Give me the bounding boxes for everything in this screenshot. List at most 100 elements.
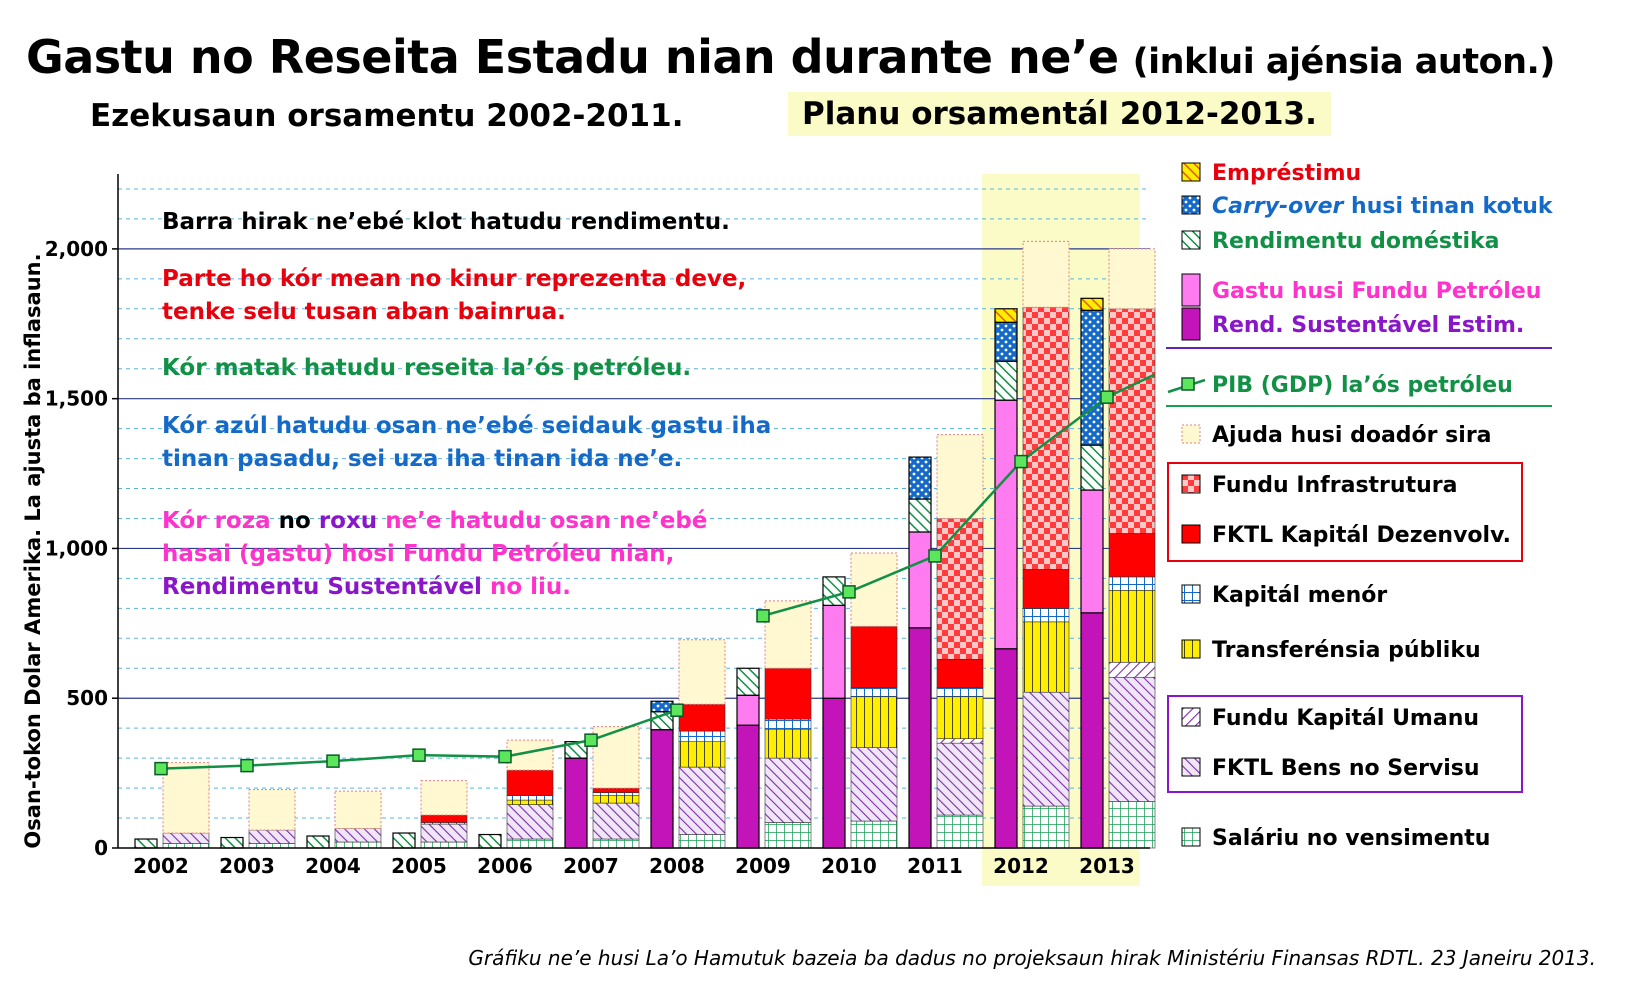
bar-revenue-solid-magenta-2009: [736, 724, 760, 849]
x-tick-label-2002: 2002: [133, 854, 189, 878]
bar-revenue-blue-dots-2008: [650, 700, 674, 713]
bar-expenditure-grid-green-2007: [592, 838, 640, 849]
annotation-and-word: no: [270, 508, 319, 534]
legend-label-solid-magenta: Rend. Sustentável Estim.: [1212, 313, 1524, 338]
bar-expenditure-solid-red-2013: [1108, 533, 1156, 578]
bar-expenditure-yellow-dots-2013: [1108, 590, 1156, 663]
bar-expenditure-hatch-purple-2002: [162, 832, 210, 844]
gdp-point-2012: [1014, 454, 1028, 469]
annotation-esi-tail: no liu.: [481, 574, 572, 600]
bar-expenditure-yellow-dots-2010: [850, 696, 898, 748]
legend-swatch-solid-magenta: [1181, 307, 1201, 341]
annotation-pink-word: Kór roza: [162, 508, 271, 534]
annotation-carryover-1: Kór azúl hatudu osan ne’ebé seidauk gast…: [162, 413, 772, 439]
legend-swatch-hatch-green: [1181, 230, 1201, 250]
legend-swatch-yellow-stripes: [1181, 162, 1201, 182]
bar-expenditure-solid-red-2011: [936, 658, 984, 689]
bar-expenditure-hatch-purple-2003: [248, 829, 296, 844]
bar-revenue-hatch-green-2003: [220, 836, 244, 849]
gdp-point-2003: [240, 758, 254, 773]
bar-expenditure-yellow-dots-2012: [1022, 621, 1070, 693]
bar-expenditure-hatch-purple-light-2013: [1108, 661, 1156, 678]
bar-expenditure-solid-red-2010: [850, 626, 898, 689]
gdp-point-2008: [670, 703, 684, 717]
annotation-carryover-2: tinan pasadu, sei uza iha tinan ida ne’e…: [162, 446, 683, 472]
bar-expenditure-cream-2010: [850, 552, 898, 627]
bar-expenditure-yellow-dots-2011: [936, 696, 984, 739]
bar-expenditure-red-check-2012: [1022, 307, 1070, 570]
bar-revenue-hatch-green-2002: [134, 838, 158, 849]
legend-box-human-capital: [1167, 695, 1523, 793]
bar-revenue-hatch-green-2006: [478, 833, 502, 849]
bar-revenue-hatch-green-2004: [306, 835, 330, 849]
annotation-pink-tail: ne’e hatudu osan ne’ebé: [377, 508, 708, 534]
bar-expenditure-blue-grid-2006: [506, 795, 554, 801]
bar-revenue-blue-dots-2013: [1080, 309, 1104, 446]
annotation-petroleum-2: hasai (gastu) hosi Fundu Petróleu nian,: [162, 541, 675, 567]
bar-expenditure-solid-red-2007: [592, 787, 640, 793]
bar-revenue-solid-pink-2013: [1080, 489, 1104, 614]
legend-label-blue-grid: Kapitál menór: [1212, 583, 1387, 608]
bar-expenditure-yellow-dots-2009: [764, 729, 812, 759]
annotation-revenue-bars: Barra hirak ne’ebé klot hatudu rendiment…: [162, 209, 730, 235]
bar-expenditure-grid-green-2006: [506, 838, 554, 849]
bar-expenditure-grid-green-2004: [334, 841, 382, 849]
x-tick-label-2010: 2010: [821, 854, 877, 878]
bar-revenue-hatch-green-2012: [994, 360, 1018, 401]
bar-revenue-solid-magenta-2011: [908, 627, 932, 849]
legend-swatch-yellow-dots: [1181, 639, 1201, 659]
y-axis-label: Osan-tokon Dolar Amerika. La ajusta ba i…: [21, 253, 45, 848]
x-tick-label-2004: 2004: [305, 854, 361, 878]
legend-label-hatch-green: Rendimentu doméstika: [1212, 229, 1500, 254]
x-tick-label-2008: 2008: [649, 854, 705, 878]
annotation-nonoil: Kór matak hatudu reseita la’ós petróleu.: [162, 355, 692, 381]
bar-expenditure-cream-2005: [420, 780, 468, 816]
bar-expenditure-blue-grid-2010: [850, 687, 898, 698]
gdp-point-2006: [498, 749, 512, 764]
bar-expenditure-grid-green-2008: [678, 834, 726, 849]
gdp-point-2009: [756, 609, 770, 623]
bar-expenditure-hatch-purple-2013: [1108, 676, 1156, 802]
legend-label-yellow-dots: Transferénsia públiku: [1212, 638, 1481, 663]
legend-swatch-cream: [1181, 424, 1201, 444]
chart-title-main: Gastu no Reseita Estadu nian durante ne’…: [26, 30, 1119, 84]
annotation-debt-2: tenke selu tusan aban bainrua.: [162, 299, 566, 325]
legend-swatch-gdp-point: [1181, 377, 1195, 391]
legend-swatch-hatch-purple: [1181, 757, 1201, 777]
bar-revenue-solid-pink-2011: [908, 531, 932, 629]
bar-expenditure-cream-2013: [1108, 248, 1156, 310]
legend-label-solid-red: FKTL Kapitál Dezenvolv.: [1212, 523, 1511, 548]
gdp-point-2010: [842, 585, 856, 599]
legend-label-emphasis: Carry-over: [1212, 194, 1345, 219]
legend-label-hatch-purple: FKTL Bens no Servisu: [1212, 756, 1480, 781]
bar-expenditure-solid-red-2008: [678, 703, 726, 732]
y-tick-label: 500: [66, 686, 108, 710]
bar-revenue-hatch-green-2011: [908, 498, 932, 533]
legend-swatch-grid-green: [1181, 827, 1201, 847]
bar-expenditure-blue-grid-2008: [678, 730, 726, 742]
legend-box-debt: [1167, 462, 1523, 562]
x-tick-label-2006: 2006: [477, 854, 533, 878]
bar-expenditure-red-check-2013: [1108, 308, 1156, 534]
bar-expenditure-solid-red-2012: [1022, 569, 1070, 609]
subtitle-planned: Planu orsamentál 2012-2013.: [788, 92, 1331, 136]
bar-expenditure-yellow-dots-2006: [506, 799, 554, 805]
bar-expenditure-blue-grid-2009: [764, 718, 812, 730]
bar-expenditure-grid-green-2005: [420, 841, 468, 849]
bar-revenue-hatch-green-2005: [392, 832, 416, 849]
legend-swatch-hatch-purple-light: [1181, 707, 1201, 727]
legend-swatch-solid-red: [1181, 524, 1201, 544]
legend-label-blue-dots: Carry-over husi tinan kotuk: [1212, 194, 1554, 219]
gdp-point-2004: [326, 754, 340, 768]
bar-expenditure-grid-green-2009: [764, 822, 812, 849]
bar-revenue-blue-dots-2011: [908, 456, 932, 500]
bar-expenditure-hatch-purple-2007: [592, 802, 640, 840]
bar-revenue-solid-magenta-2008: [650, 729, 674, 849]
bar-revenue-blue-dots-2012: [994, 321, 1018, 362]
legend-swatch-red-check: [1181, 474, 1201, 494]
annotation-purple-word: roxu: [318, 508, 378, 534]
bar-expenditure-blue-grid-2013: [1108, 576, 1156, 591]
subtitle-executed: Ezekusaun orsamentu 2002-2011.: [90, 98, 684, 134]
bar-expenditure-grid-green-2013: [1108, 801, 1156, 849]
